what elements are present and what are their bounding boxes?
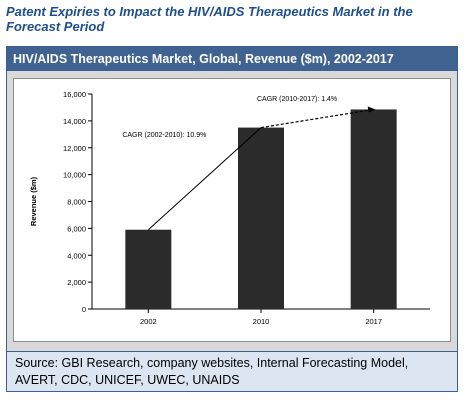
cagr-arrowhead (367, 106, 376, 113)
x-tick-label: 2017 (365, 317, 382, 326)
y-tick-label: 14,000 (63, 117, 86, 126)
cagr-annotation-2010-2017: CAGR (2010-2017): 1.4% (257, 96, 337, 103)
x-tick-label: 2002 (140, 317, 157, 326)
cagr-line-2002-2010 (147, 127, 262, 231)
cagr-line-2010-2017 (260, 108, 374, 129)
plot-area-frame: 0 2,000 4,000 6,000 8,000 10,000 12,000 14,000 1… (7, 71, 457, 351)
plot-area: 0 2,000 4,000 6,000 8,000 10,000 12,000 14,000 1… (13, 78, 451, 342)
x-tick-label: 2010 (253, 317, 270, 326)
y-tick-label: 6,000 (67, 224, 86, 233)
source-note: Source: GBI Research, company websites, … (7, 351, 457, 391)
chart-title: HIV/AIDS Therapeutics Market, Global, Re… (7, 47, 457, 71)
y-tick-label: 10,000 (63, 171, 86, 180)
y-tick-label: 12,000 (63, 144, 86, 153)
y-tick-label: 8,000 (67, 198, 86, 207)
bar-2010 (238, 127, 284, 309)
revenue-bar-chart: 0 2,000 4,000 6,000 8,000 10,000 12,000 14,000 1… (29, 90, 430, 326)
figure-title: Patent Expiries to Impact the HIV/AIDS T… (6, 4, 413, 34)
bar-2017 (350, 109, 397, 309)
y-axis-label: Revenue ($m) (29, 176, 38, 226)
y-tick-label: 16,000 (63, 90, 86, 99)
y-tick-label: 4,000 (67, 251, 86, 260)
bar-2002 (125, 229, 172, 309)
chart-panel: HIV/AIDS Therapeutics Market, Global, Re… (6, 46, 458, 392)
y-tick-label: 2,000 (67, 278, 86, 287)
cagr-annotation-2002-2010: CAGR (2002-2010): 10.9% (122, 132, 206, 139)
y-tick-label: 0 (82, 305, 86, 314)
